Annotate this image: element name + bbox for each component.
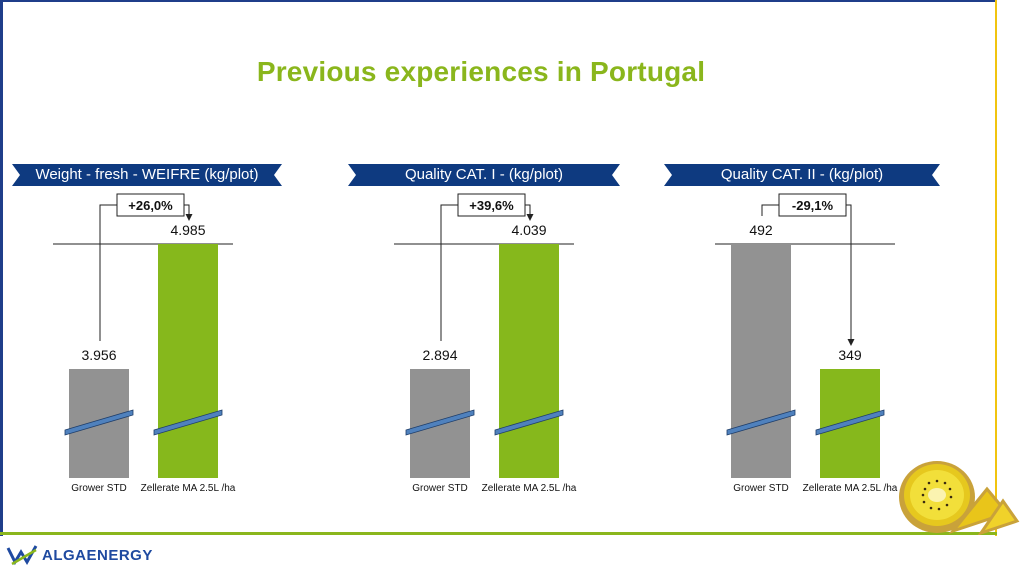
change-label: +39,6% bbox=[469, 198, 514, 213]
algaenergy-logo: ALGAENERGY bbox=[6, 540, 153, 570]
change-arrowhead bbox=[526, 214, 534, 221]
change-bracket-line bbox=[99, 204, 117, 341]
algaenergy-logo-text: ALGAENERGY bbox=[42, 546, 153, 564]
frame-bottom-border bbox=[0, 532, 997, 535]
value-label: 4.985 bbox=[170, 222, 205, 238]
algaenergy-logo-mark-icon bbox=[6, 545, 38, 566]
category-label: Zellerate MA 2.5L /ha bbox=[482, 483, 577, 494]
axis-break-mark bbox=[494, 409, 564, 436]
value-label: 3.956 bbox=[81, 347, 116, 363]
change-box bbox=[457, 193, 526, 217]
category-label: Zellerate MA 2.5L /ha bbox=[803, 483, 898, 494]
change-arrowhead bbox=[847, 339, 855, 346]
page-title: Previous experiences in Portugal bbox=[256, 56, 706, 87]
axis-break-mark bbox=[153, 409, 223, 436]
category-label: Zellerate MA 2.5L /ha bbox=[141, 483, 236, 494]
value-label: 2.894 bbox=[422, 347, 457, 363]
chart-title-weight-fresh: Weight - fresh - WEIFRE (kg/plot) bbox=[12, 164, 282, 186]
change-label: +26,0% bbox=[128, 198, 173, 213]
change-arrowhead bbox=[185, 214, 193, 221]
category-label: Grower STD bbox=[71, 483, 127, 494]
chart-title-quality-cat-2: Quality CAT. II - (kg/plot) bbox=[664, 164, 940, 186]
change-box bbox=[116, 193, 185, 217]
bar-zellerate bbox=[499, 244, 559, 478]
value-label: 349 bbox=[838, 347, 862, 363]
chart-title-quality-cat-1: Quality CAT. I - (kg/plot) bbox=[348, 164, 620, 186]
frame-top-border bbox=[0, 0, 996, 2]
bar-grower-std bbox=[731, 244, 791, 478]
axis-break-mark bbox=[64, 409, 134, 436]
value-label: 492 bbox=[749, 222, 773, 238]
change-bracket-line bbox=[440, 204, 458, 341]
bar-zellerate bbox=[158, 244, 218, 478]
frame-left-border bbox=[0, 0, 3, 536]
change-label: -29,1% bbox=[792, 198, 834, 213]
kiwi-fruit-image bbox=[899, 461, 1020, 535]
bar-charts: 3.956 Grower STD 4.985 Zellerate MA 2.5L /h… bbox=[53, 193, 898, 494]
value-label: 4.039 bbox=[511, 222, 546, 238]
axis-break-mark bbox=[815, 409, 885, 436]
change-bracket-line bbox=[846, 204, 852, 344]
category-label: Grower STD bbox=[733, 483, 789, 494]
axis-break-mark bbox=[405, 409, 475, 436]
change-bracket-line bbox=[761, 204, 779, 216]
frame-right-border bbox=[995, 0, 997, 536]
axis-break-mark bbox=[726, 409, 796, 436]
change-box bbox=[778, 193, 847, 217]
category-label: Grower STD bbox=[412, 483, 468, 494]
